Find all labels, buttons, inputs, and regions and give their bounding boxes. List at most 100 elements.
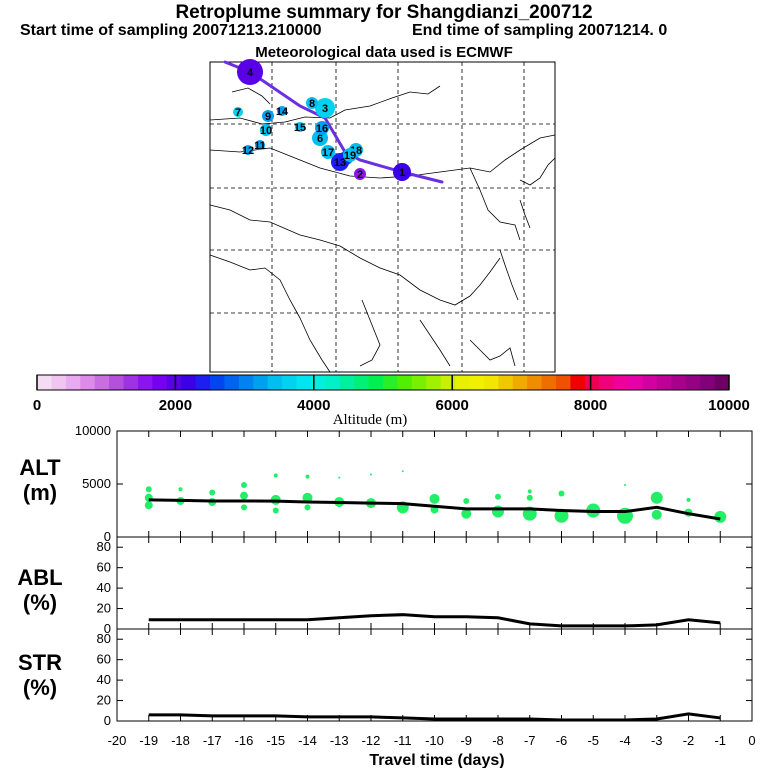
altitude-dot — [241, 504, 247, 511]
plume-cluster-marker — [243, 145, 253, 155]
altitude-dot — [305, 474, 310, 479]
colorbar-swatch — [123, 375, 139, 390]
plume-cluster-label: 16 — [316, 123, 328, 135]
colorbar-swatch — [51, 375, 67, 390]
colorbar-swatch — [628, 375, 643, 390]
colorbar-swatch — [671, 375, 687, 390]
y-tick-label: 60 — [97, 560, 111, 575]
altitude-dot — [495, 493, 501, 500]
colorbar-swatch — [166, 375, 182, 390]
colorbar-tick-label: 8000 — [574, 397, 607, 414]
altitude-dot — [178, 487, 183, 492]
x-tick-label: -8 — [492, 733, 504, 748]
plume-cluster-points: 12345678910111213141516171819 — [233, 59, 411, 181]
colorbar-swatch — [599, 375, 615, 390]
altitude-dot — [650, 491, 663, 504]
colorbar-swatch — [181, 375, 197, 390]
colorbar-swatch — [94, 375, 110, 390]
colorbar-swatch — [411, 375, 427, 390]
colorbar-tick-label: 2000 — [159, 397, 192, 414]
altitude-dot — [273, 473, 278, 478]
x-tick-label: -19 — [139, 733, 158, 748]
colorbar-swatch — [339, 375, 355, 390]
y-tick-label: 0 — [104, 621, 111, 636]
colorbar-swatch — [527, 375, 543, 390]
x-tick-label: -15 — [266, 733, 285, 748]
x-tick-label: -12 — [362, 733, 381, 748]
plume-cluster-label: 14 — [276, 106, 289, 118]
plume-cluster-marker — [306, 97, 318, 109]
y-tick-label: 20 — [97, 693, 111, 708]
plume-cluster-label: 3 — [322, 103, 328, 115]
x-tick-label: -3 — [651, 733, 663, 748]
colorbar-title: Altitude (m) — [333, 412, 408, 428]
plume-cluster-label: 7 — [235, 107, 241, 119]
y-tick-label: 40 — [97, 580, 111, 595]
colorbar-swatch — [65, 375, 81, 390]
plume-cluster-label: 15 — [294, 122, 306, 134]
colorbar-swatch — [325, 375, 341, 390]
chart-title: Retroplume summary for Shangdianzi_20071… — [175, 2, 593, 23]
altitude-dot — [527, 489, 532, 494]
colorbar-swatch — [642, 375, 658, 390]
colorbar-swatch — [685, 375, 701, 390]
plume-cluster-marker — [393, 163, 411, 181]
x-tick-label: -10 — [425, 733, 444, 748]
colorbar-swatch — [354, 375, 370, 390]
plume-cluster-label: 19 — [344, 150, 356, 162]
panel-label: ABL — [17, 565, 62, 590]
y-tick-label: 0 — [104, 713, 111, 728]
plume-cluster-marker — [354, 168, 366, 180]
colorbar-swatch — [210, 375, 225, 390]
plume-cluster-marker — [260, 124, 272, 136]
x-tick-label: -5 — [587, 733, 599, 748]
colorbar-swatch — [570, 375, 586, 390]
x-tick-label: -14 — [298, 733, 317, 748]
retroplume-map: 12345678910111213141516171819 — [209, 59, 556, 373]
altitude-dot — [526, 494, 533, 501]
colorbar-tick-label: 0 — [33, 397, 41, 414]
colorbar-swatch — [383, 375, 398, 390]
colorbar-swatch — [440, 375, 456, 390]
map-frame — [209, 61, 556, 373]
panel-unit-label: (%) — [23, 675, 57, 700]
x-tick-label: -13 — [330, 733, 349, 748]
plume-cluster-marker — [262, 110, 274, 122]
colorbar-tick-label: 6000 — [436, 397, 469, 414]
plume-cluster-marker — [315, 98, 335, 118]
plume-cluster-marker — [233, 107, 243, 117]
altitude-colorbar: 0 2000 4000 6000 8000 10000 — [33, 374, 750, 414]
y-tick-label: 60 — [97, 652, 111, 667]
altitude-dot — [401, 470, 404, 473]
panel-frame — [116, 628, 753, 722]
plume-cluster-label: 2 — [357, 169, 363, 181]
colorbar-swatch — [498, 375, 514, 390]
x-tick-label: -18 — [171, 733, 190, 748]
plume-cluster-marker — [343, 148, 357, 162]
plume-cluster-label: 4 — [247, 67, 254, 79]
plume-cluster-label: 10 — [260, 125, 272, 137]
altitude-dot — [302, 492, 313, 503]
y-tick-label: 10000 — [75, 423, 111, 438]
plume-cluster-label: 12 — [242, 145, 254, 157]
sampling-end-label: End time of sampling 20071214. 0 — [412, 22, 668, 39]
colorbar-swatch — [483, 375, 499, 390]
x-tick-label: 0 — [748, 733, 755, 748]
plume-cluster-marker — [277, 106, 287, 116]
colorbar-swatch — [656, 375, 672, 390]
altitude-dot — [554, 508, 569, 523]
panel-frame — [116, 536, 753, 630]
altitude-dot — [304, 504, 311, 511]
colorbar-swatch — [469, 375, 485, 390]
plume-cluster-label: 13 — [334, 157, 346, 169]
x-tick-label: -6 — [556, 733, 568, 748]
colorbar-swatch — [152, 375, 168, 390]
altitude-dot — [209, 489, 216, 496]
x-tick-label: -20 — [108, 733, 127, 748]
panel-2: 0 20 40 60 80 STR(%) — [18, 628, 753, 728]
x-tick-label: -9 — [460, 733, 472, 748]
y-tick-label: 80 — [97, 539, 111, 554]
plume-cluster-label: 8 — [309, 98, 315, 110]
colorbar-tick-label: 10000 — [708, 397, 750, 414]
panel-unit-label: (m) — [23, 480, 57, 505]
